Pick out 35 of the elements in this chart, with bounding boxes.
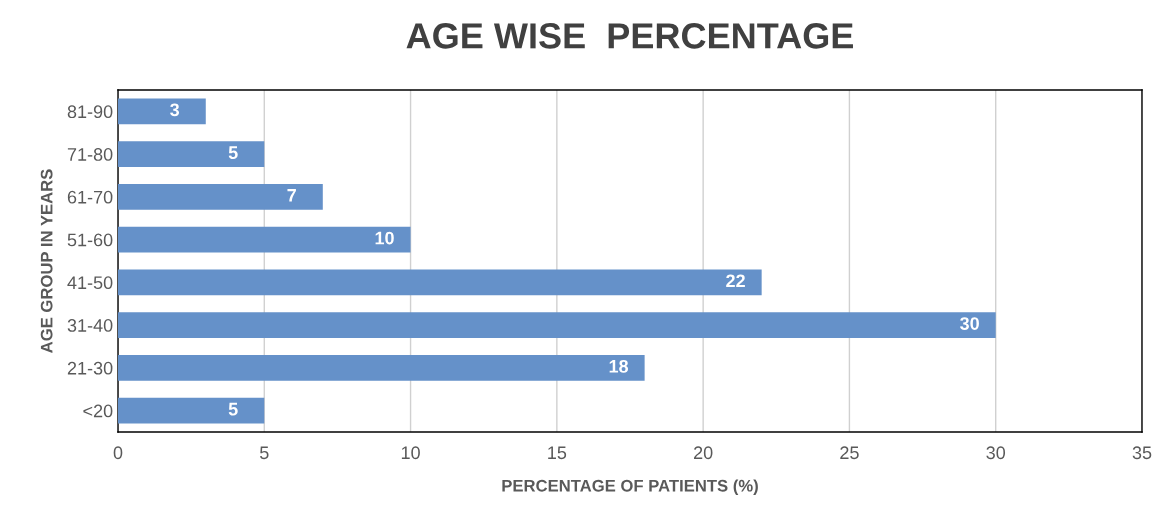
- y-tick-label: 51-60: [67, 233, 113, 247]
- x-tick-label: 15: [548, 446, 567, 460]
- x-axis-title: PERCENTAGE OF PATIENTS (%): [502, 479, 758, 495]
- bar: [118, 355, 645, 381]
- data-label: 7: [287, 189, 296, 202]
- data-label: 30: [960, 317, 979, 330]
- data-label: 18: [609, 359, 629, 373]
- bar: [118, 312, 996, 338]
- y-tick-label: 21-30: [67, 361, 113, 375]
- y-axis-title: AGE GROUP IN YEARS: [40, 169, 53, 353]
- bar: [118, 184, 323, 210]
- bar: [118, 141, 265, 167]
- y-tick-label: 71-80: [67, 148, 113, 161]
- data-label: 10: [375, 231, 394, 245]
- x-tick-label: 5: [259, 446, 269, 460]
- y-tick-label: 61-70: [67, 190, 113, 204]
- data-label: 5: [228, 402, 238, 416]
- x-tick-label: 35: [1132, 446, 1152, 460]
- bar: [118, 226, 411, 253]
- x-tick-label: 30: [986, 446, 1006, 460]
- x-tick-label: 0: [113, 446, 123, 460]
- y-tick-label: 41-50: [67, 276, 113, 290]
- data-label: 5: [228, 146, 238, 159]
- data-label: 22: [726, 274, 745, 288]
- y-tick-label: 31-40: [67, 319, 113, 332]
- x-tick-label: 20: [694, 446, 713, 460]
- data-label: 3: [170, 103, 180, 117]
- x-tick-label: 10: [401, 446, 420, 460]
- chart-title: AGE WISE PERCENTAGE: [406, 23, 853, 49]
- bar: [118, 269, 762, 296]
- bar: [118, 397, 265, 424]
- y-tick-label: 81-90: [67, 105, 113, 119]
- x-tick-label: 25: [840, 446, 859, 460]
- bar: [118, 98, 206, 125]
- y-tick-label: <20: [83, 404, 113, 418]
